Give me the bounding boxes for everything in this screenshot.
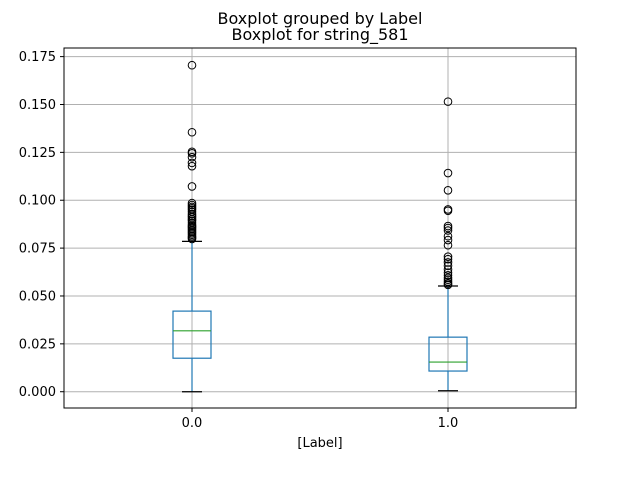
outlier-point <box>443 265 453 274</box>
outlier-point <box>443 231 453 241</box>
x-tick-label: 0.0 <box>182 416 203 431</box>
outlier-point <box>187 152 197 162</box>
outlier-point <box>443 240 453 250</box>
y-tick-label: 0.025 <box>19 337 56 352</box>
outlier-point <box>443 261 453 271</box>
x-tick-label: 1.0 <box>438 416 459 431</box>
outlier-point <box>443 254 453 264</box>
outlier-point <box>443 223 453 233</box>
outlier-point <box>187 127 197 137</box>
outlier-point <box>443 280 453 290</box>
grid-layer <box>64 48 576 408</box>
box-iqr <box>172 310 212 359</box>
y-tick-label: 0.175 <box>19 50 56 65</box>
x-axis-label: [Label] <box>297 436 342 451</box>
outlier-point <box>187 158 197 168</box>
outlier-point <box>443 185 453 195</box>
outlier-point <box>443 97 453 106</box>
y-tick-label: 0.125 <box>19 146 56 161</box>
outlier-point <box>443 168 453 178</box>
chart-title: Boxplot for string_581 <box>231 25 408 45</box>
outlier-point <box>187 149 197 158</box>
chart-suptitle: Boxplot grouped by Label <box>218 9 423 28</box>
outlier-point <box>187 234 197 244</box>
outlier-point <box>187 182 197 191</box>
outlier-point <box>443 226 453 235</box>
y-tick-label: 0.100 <box>19 194 56 209</box>
box-layer <box>172 60 468 393</box>
y-tick-label: 0.000 <box>19 385 56 400</box>
outlier-point <box>443 206 453 216</box>
box-iqr <box>428 336 468 372</box>
plot-frame <box>63 47 577 409</box>
outlier-point <box>187 60 197 70</box>
y-tick-label: 0.075 <box>19 242 56 257</box>
y-tick-label: 0.150 <box>19 98 56 113</box>
outlier-point <box>443 270 453 280</box>
outlier-point <box>443 235 453 245</box>
outlier-point <box>443 258 453 267</box>
y-tick-label: 0.050 <box>19 289 56 304</box>
outlier-point <box>187 161 197 171</box>
outlier-point <box>443 252 453 262</box>
outlier-point <box>443 268 453 277</box>
axis-layer: 0.000 0.025 0.050 0.075 0.100 0.125 0.150 0.175… <box>19 50 459 431</box>
